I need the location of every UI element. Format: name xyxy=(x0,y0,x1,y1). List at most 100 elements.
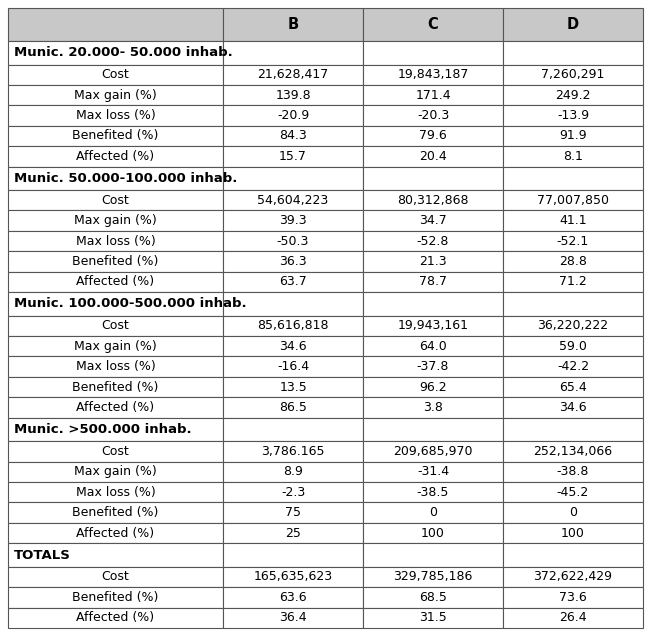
Text: Max loss (%): Max loss (%) xyxy=(76,360,155,373)
Bar xyxy=(223,146,363,167)
Text: 26.4: 26.4 xyxy=(559,611,587,625)
Bar xyxy=(503,398,643,418)
Text: Cost: Cost xyxy=(101,319,130,333)
Text: -45.2: -45.2 xyxy=(557,486,589,499)
Bar xyxy=(8,523,223,543)
Text: -20.9: -20.9 xyxy=(277,109,309,122)
Text: 34.6: 34.6 xyxy=(559,401,587,414)
Text: Max gain (%): Max gain (%) xyxy=(74,88,157,102)
Bar xyxy=(223,231,363,251)
Bar xyxy=(8,211,223,231)
Text: 71.2: 71.2 xyxy=(559,275,587,288)
Bar xyxy=(8,356,223,377)
Bar xyxy=(8,336,223,356)
Bar xyxy=(503,336,643,356)
Text: -2.3: -2.3 xyxy=(281,486,305,499)
Text: 86.5: 86.5 xyxy=(279,401,307,414)
Text: 68.5: 68.5 xyxy=(419,591,447,604)
Text: 15.7: 15.7 xyxy=(279,150,307,163)
Text: 36,220,222: 36,220,222 xyxy=(538,319,609,333)
Text: 75: 75 xyxy=(285,506,301,519)
Text: 64.0: 64.0 xyxy=(419,340,447,353)
Bar xyxy=(503,41,643,64)
Bar xyxy=(363,607,503,628)
Text: 209,685,970: 209,685,970 xyxy=(393,445,472,458)
Text: -31.4: -31.4 xyxy=(417,466,449,478)
Bar xyxy=(503,418,643,441)
Text: -37.8: -37.8 xyxy=(417,360,449,373)
Text: 84.3: 84.3 xyxy=(279,129,307,142)
Bar xyxy=(223,441,363,462)
Bar xyxy=(223,292,363,315)
Bar xyxy=(503,543,643,567)
Bar xyxy=(363,315,503,336)
Bar xyxy=(363,418,503,441)
Text: 85,616,818: 85,616,818 xyxy=(257,319,329,333)
Text: 13.5: 13.5 xyxy=(279,380,307,394)
Text: Munic. 50.000-100.000 inhab.: Munic. 50.000-100.000 inhab. xyxy=(14,172,238,185)
Text: -52.8: -52.8 xyxy=(417,235,449,247)
Text: -42.2: -42.2 xyxy=(557,360,589,373)
Text: 36.4: 36.4 xyxy=(279,611,307,625)
Text: D: D xyxy=(567,17,579,32)
Text: Benefited (%): Benefited (%) xyxy=(72,506,159,519)
Bar xyxy=(223,64,363,85)
Bar xyxy=(503,567,643,587)
Text: 63.6: 63.6 xyxy=(279,591,307,604)
Text: Affected (%): Affected (%) xyxy=(76,275,155,288)
Text: -52.1: -52.1 xyxy=(557,235,589,247)
Text: Benefited (%): Benefited (%) xyxy=(72,255,159,268)
Bar xyxy=(503,190,643,211)
Bar xyxy=(363,251,503,272)
Bar xyxy=(223,315,363,336)
Bar xyxy=(363,336,503,356)
Text: 3,786.165: 3,786.165 xyxy=(261,445,325,458)
Bar xyxy=(503,146,643,167)
Bar xyxy=(8,272,223,292)
Bar xyxy=(8,462,223,482)
Bar xyxy=(223,502,363,523)
Text: 20.4: 20.4 xyxy=(419,150,447,163)
Bar xyxy=(8,482,223,502)
Text: 36.3: 36.3 xyxy=(279,255,307,268)
Bar xyxy=(8,167,223,190)
Bar xyxy=(223,607,363,628)
Bar xyxy=(8,64,223,85)
Bar xyxy=(223,85,363,106)
Bar xyxy=(8,8,223,41)
Bar xyxy=(8,315,223,336)
Bar xyxy=(8,146,223,167)
Text: 8.1: 8.1 xyxy=(563,150,583,163)
Bar xyxy=(363,85,503,106)
Bar xyxy=(503,85,643,106)
Bar xyxy=(363,292,503,315)
Bar xyxy=(8,85,223,106)
Text: 21.3: 21.3 xyxy=(419,255,447,268)
Bar xyxy=(363,441,503,462)
Text: Cost: Cost xyxy=(101,194,130,207)
Bar xyxy=(363,356,503,377)
Bar xyxy=(503,211,643,231)
Bar xyxy=(8,251,223,272)
Bar xyxy=(503,356,643,377)
Bar xyxy=(363,41,503,64)
Text: Affected (%): Affected (%) xyxy=(76,611,155,625)
Text: Cost: Cost xyxy=(101,68,130,81)
Text: 21,628,417: 21,628,417 xyxy=(257,68,329,81)
Text: 165,635,623: 165,635,623 xyxy=(253,570,332,583)
Text: Munic. 100.000-500.000 inhab.: Munic. 100.000-500.000 inhab. xyxy=(14,298,247,310)
Text: Benefited (%): Benefited (%) xyxy=(72,591,159,604)
Bar xyxy=(223,356,363,377)
Bar xyxy=(503,482,643,502)
Bar xyxy=(363,106,503,126)
Bar xyxy=(223,567,363,587)
Text: 329,785,186: 329,785,186 xyxy=(393,570,472,583)
Text: Max gain (%): Max gain (%) xyxy=(74,466,157,478)
Text: 96.2: 96.2 xyxy=(419,380,447,394)
Bar xyxy=(8,418,223,441)
Text: 63.7: 63.7 xyxy=(279,275,307,288)
Text: 59.0: 59.0 xyxy=(559,340,587,353)
Text: Cost: Cost xyxy=(101,570,130,583)
Bar xyxy=(8,441,223,462)
Text: Benefited (%): Benefited (%) xyxy=(72,380,159,394)
